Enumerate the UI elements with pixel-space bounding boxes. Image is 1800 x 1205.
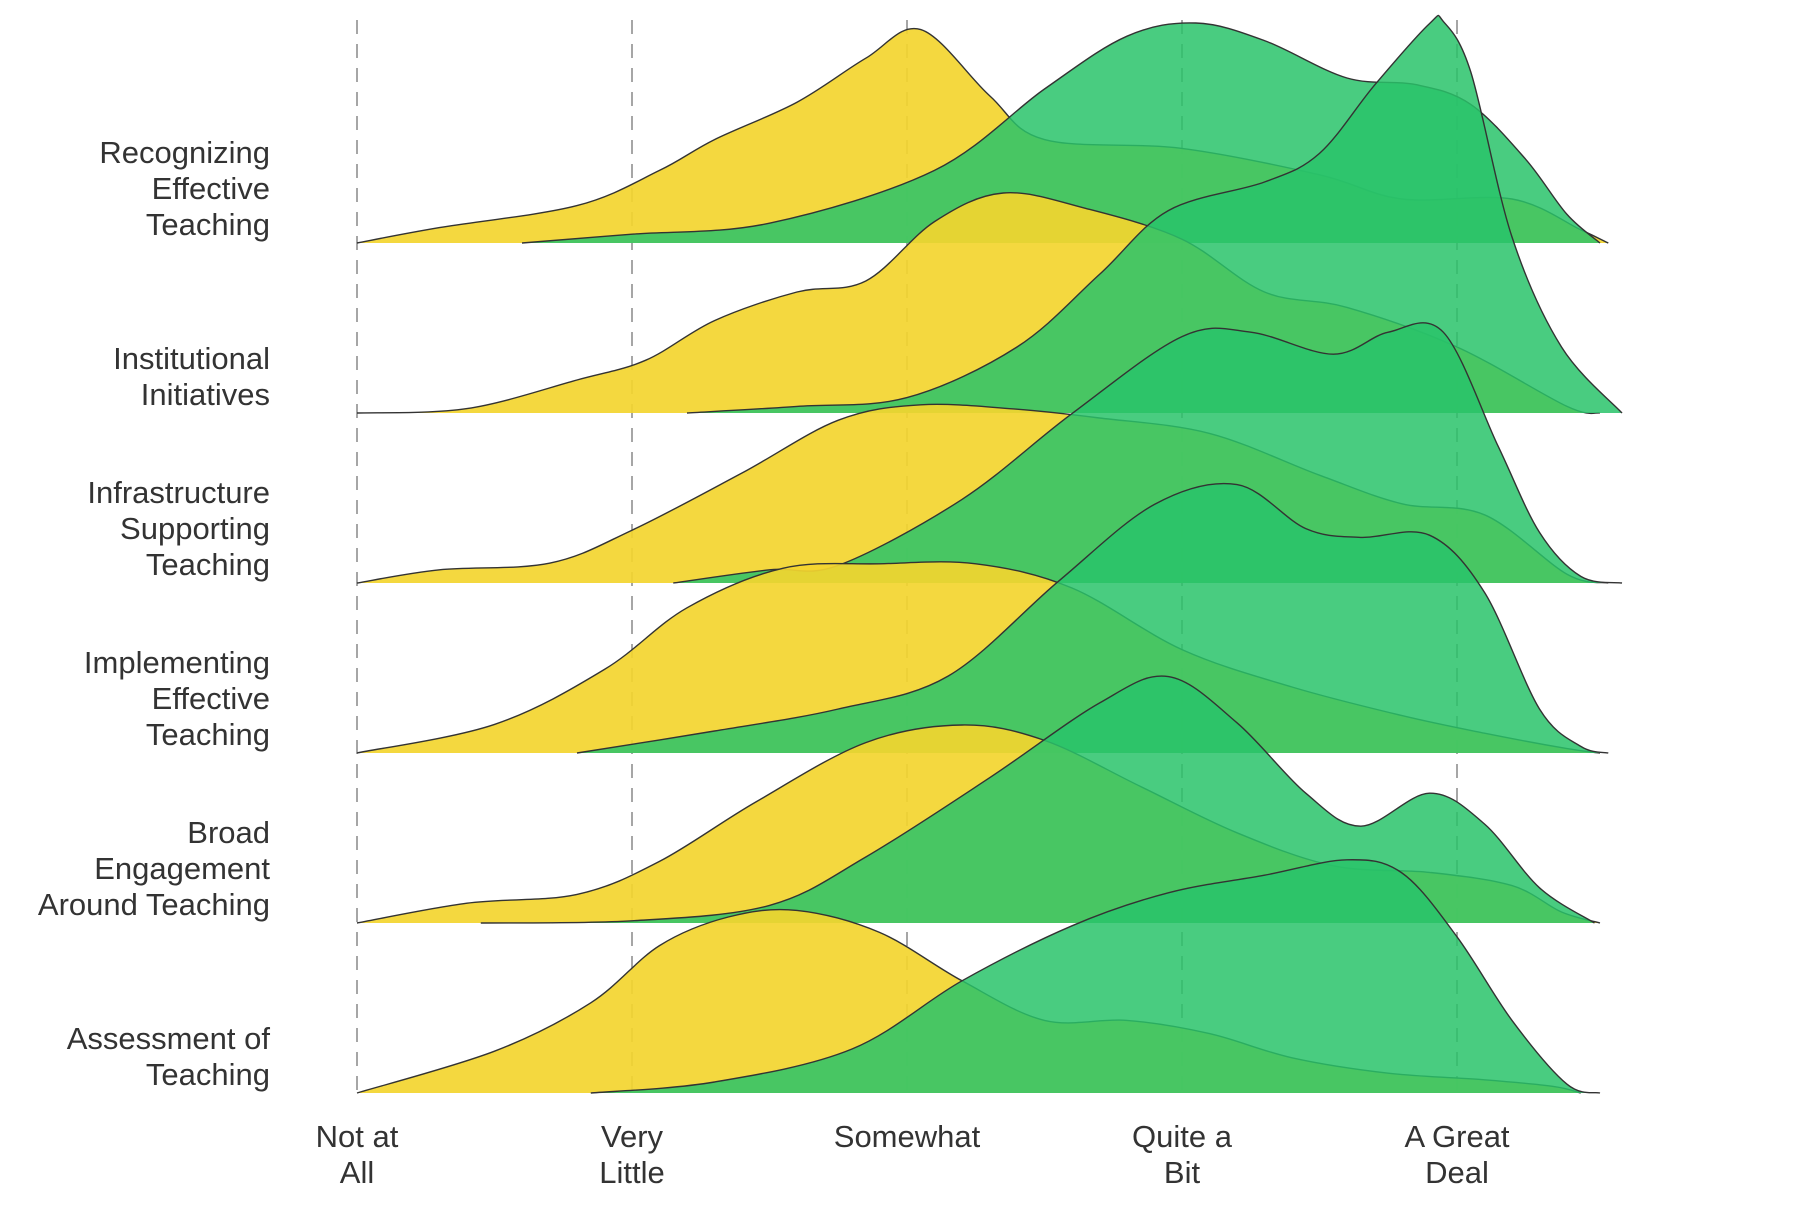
- category-label-line: Around Teaching: [38, 887, 270, 922]
- density-area-green: [590, 859, 1600, 1093]
- tick-label-line: Not at: [316, 1119, 399, 1154]
- tick-label-line: Little: [599, 1155, 664, 1190]
- density-area-green: [673, 322, 1622, 583]
- tick-label-very-little: Very Little: [599, 1119, 664, 1190]
- category-label-line: Engagement: [94, 851, 270, 886]
- x-axis-tick-labels: Not at All Very Little Somewhat Quite a Bit A G…: [316, 1119, 1510, 1190]
- category-label-line: Effective: [152, 171, 270, 206]
- ridge-assessment-of-teaching: [356, 859, 1601, 1094]
- tick-label-line: Somewhat: [834, 1119, 981, 1154]
- density-area-green: [480, 676, 1595, 923]
- tick-label-line: Very: [601, 1119, 664, 1154]
- category-label-line: Effective: [152, 681, 270, 716]
- tick-label-line: A Great: [1404, 1119, 1509, 1154]
- category-label-implementing-effective-teaching: Implementing Effective Teaching: [84, 645, 270, 752]
- density-outline-green: [686, 14, 1623, 414]
- tick-label-quite-a-bit: Quite a Bit: [1132, 1119, 1233, 1190]
- category-label-line: Teaching: [146, 547, 270, 582]
- category-label-line: Assessment of: [67, 1021, 271, 1056]
- density-outline-green: [576, 482, 1609, 754]
- density-outline-green: [480, 675, 1595, 924]
- category-label-line: Infrastructure: [87, 475, 270, 510]
- category-labels: Recognizing Effective TeachingInstitutiona…: [38, 135, 270, 1092]
- category-label-line: Initiatives: [141, 377, 270, 412]
- category-label-institutional-initiatives: Institutional Initiatives: [113, 341, 270, 412]
- density-outline-green: [673, 322, 1623, 584]
- tick-label-line: Quite a: [1132, 1119, 1233, 1154]
- tick-label-line: Bit: [1164, 1155, 1201, 1190]
- tick-label-line: Deal: [1425, 1155, 1489, 1190]
- category-label-line: Implementing: [84, 645, 270, 680]
- category-label-line: Teaching: [146, 1057, 270, 1092]
- category-label-line: Teaching: [146, 207, 270, 242]
- category-label-line: Broad: [187, 815, 270, 850]
- category-label-line: Recognizing: [99, 135, 270, 170]
- tick-label-not-at-all: Not at All: [316, 1119, 399, 1190]
- category-label-recognizing-effective-teaching: Recognizing Effective Teaching: [99, 135, 270, 242]
- category-label-assessment-of-teaching: Assessment of Teaching: [67, 1021, 271, 1092]
- category-label-line: Institutional: [113, 341, 270, 376]
- category-label-infrastructure-supporting-teaching: Infrastructure Supporting Teaching: [87, 475, 270, 582]
- tick-label-somewhat: Somewhat: [834, 1119, 981, 1154]
- tick-label-a-great-deal: A Great Deal: [1404, 1119, 1509, 1190]
- density-area-green: [577, 483, 1609, 753]
- density-outline-green: [590, 859, 1601, 1094]
- ridge-implementing-effective-teaching: [356, 482, 1609, 754]
- tick-label-line: All: [340, 1155, 374, 1190]
- ridge-layer: [356, 14, 1623, 1094]
- density-outline-green: [521, 22, 1601, 244]
- category-label-line: Supporting: [120, 511, 270, 546]
- category-label-line: Teaching: [146, 717, 270, 752]
- density-area-green: [687, 15, 1622, 413]
- category-label-broad-engagement-around-teaching: Broad Engagement Around Teaching: [38, 815, 270, 922]
